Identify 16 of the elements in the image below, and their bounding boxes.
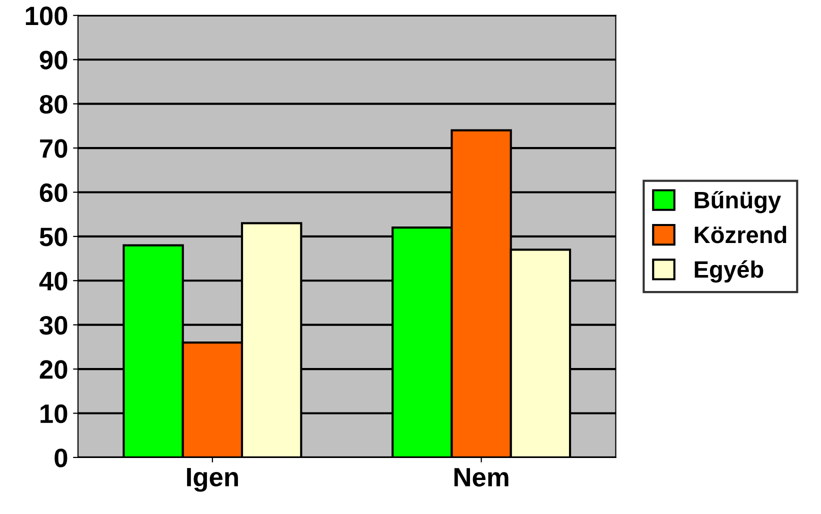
x-tick-label: Nem (454, 468, 508, 487)
legend-label: Bűnügy (694, 191, 782, 214)
y-tick-label: 50 (40, 228, 68, 246)
y-tick-label: 80 (40, 94, 68, 114)
y-tick-label: 10 (40, 404, 68, 424)
y-tick-label: 20 (40, 360, 68, 379)
y-tick-label: 90 (40, 50, 68, 70)
y-tick-label: 70 (40, 139, 68, 158)
legend-label: Egyéb (694, 260, 764, 283)
y-tick-label: 0 (54, 448, 68, 468)
y-tick-label: 40 (39, 272, 68, 290)
legend-label: Közrend (694, 226, 786, 244)
x-tick-label: Igen (187, 468, 238, 492)
y-tick-label: 100 (26, 6, 68, 26)
y-tick-label: 30 (40, 316, 68, 335)
y-tick-label: 60 (40, 183, 68, 202)
